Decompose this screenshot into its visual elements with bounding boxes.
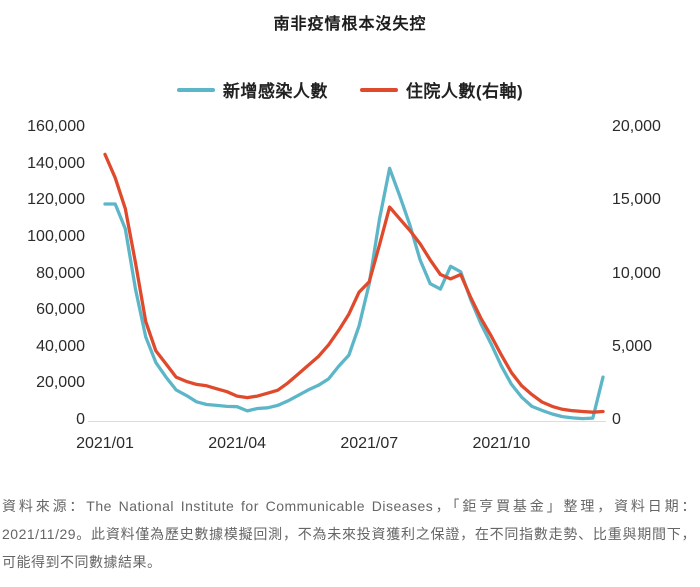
legend-label-new-cases: 新增感染人數: [222, 82, 328, 101]
y-axis-left-tick-label: 40,000: [36, 337, 85, 355]
x-axis-tick-label: 2021/10: [472, 435, 531, 452]
chart-plot: [88, 152, 606, 422]
x-axis-tick-label: 2021/01: [76, 435, 134, 452]
x-axis-tick-label: 2021/04: [208, 435, 267, 452]
legend-item-new-cases: 新增感染人數: [176, 77, 328, 102]
legend-label-hospitalized: 住院人數(右軸): [405, 82, 524, 101]
y-axis-left-tick-label: 160,000: [27, 118, 85, 135]
chart-area: 0 20,000 40,000 60,000 80,000 100,000 120,000 1…: [27, 118, 661, 452]
y-axis-right-tick-label: 20,000: [612, 118, 661, 135]
legend-line-swatch-new-cases: [176, 87, 215, 92]
y-axis-right-tick-label: 10,000: [612, 264, 661, 282]
source-note: 資料來源：The National Institute for Communic…: [2, 498, 696, 570]
y-axis-left-tick-label: 140,000: [27, 154, 85, 172]
series-line-hospitalized: [103, 152, 605, 414]
y-axis-right-tick-label: 0: [612, 411, 621, 428]
chart-title: 南非疫情根本沒失控: [273, 16, 427, 33]
y-axis-left-tick-label: 80,000: [36, 264, 85, 282]
y-axis-left-tick-label: 120,000: [27, 191, 85, 209]
chart-legend: 新增感染人數 住院人數(右軸): [0, 77, 700, 102]
y-axis-right-tick-label: 15,000: [612, 191, 661, 209]
y-axis-left-tick-label: 0: [76, 411, 85, 428]
y-axis-left-tick-label: 60,000: [36, 301, 85, 319]
series-line-new-cases: [103, 166, 605, 421]
y-axis-left-tick-label: 100,000: [27, 227, 85, 245]
legend-line-swatch-hospitalized: [359, 87, 398, 92]
x-axis-tick-label: 2021/07: [340, 435, 399, 452]
y-axis-right-tick-label: 5,000: [612, 337, 653, 355]
y-axis-left-tick-label: 20,000: [36, 374, 85, 392]
legend-item-hospitalized: 住院人數(右軸): [359, 77, 524, 102]
